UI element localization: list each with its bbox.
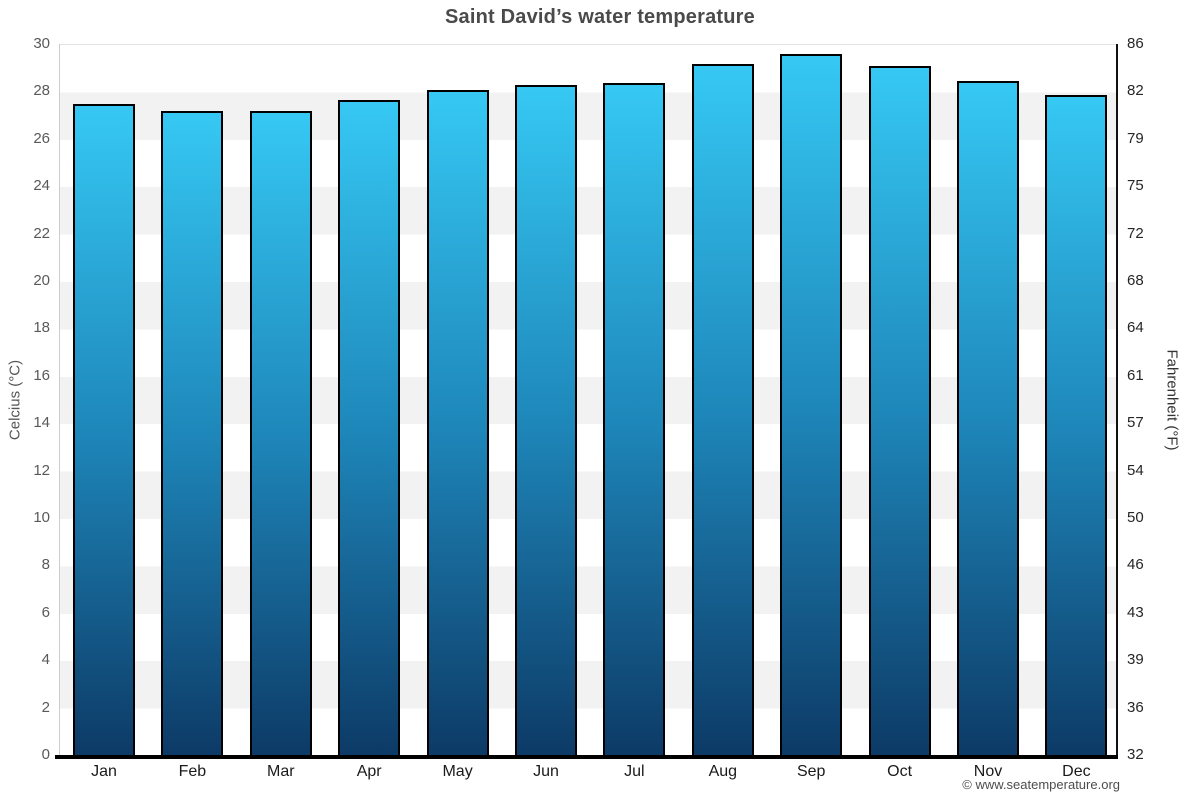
y-tick-fahrenheit-64: 64 [1127, 319, 1144, 337]
y-tick-fahrenheit-54: 54 [1127, 461, 1144, 479]
x-tick-sep: Sep [796, 763, 826, 780]
x-tick-oct: Oct [887, 763, 913, 780]
y-axis-line-fahrenheit [1116, 44, 1118, 755]
copyright-link[interactable]: © www.seatemperature.org [962, 777, 1120, 792]
y-tick-celsius-6: 6 [41, 603, 50, 621]
x-tick-nov: Nov [973, 763, 1003, 780]
temperature-bar-nov [957, 80, 1019, 756]
y-axis-title-celsius: Celcius (°C) [6, 359, 24, 441]
x-tick-apr: Apr [356, 763, 382, 780]
temperature-bar-oct [868, 66, 931, 756]
y-tick-fahrenheit-72: 72 [1127, 224, 1144, 242]
y-axis-line-celsius [59, 44, 60, 755]
temperature-bar-mar [249, 111, 312, 756]
y-tick-celsius-8: 8 [41, 556, 50, 574]
y-tick-fahrenheit-86: 86 [1127, 35, 1144, 52]
y-tick-fahrenheit-68: 68 [1127, 272, 1144, 289]
temperature-bar-sep [780, 54, 843, 756]
temperature-bar-jan [73, 104, 135, 756]
temperature-bar-feb [161, 111, 224, 756]
y-tick-celsius-12: 12 [33, 461, 50, 479]
y-tick-celsius-2: 2 [41, 698, 50, 716]
chart-title: Saint David’s water temperature [444, 6, 755, 28]
y-tick-fahrenheit-50: 50 [1127, 509, 1144, 526]
temperature-bar-may [426, 90, 489, 756]
x-tick-mar: Mar [267, 763, 295, 780]
temperature-bar-jul [603, 82, 666, 756]
plot-area [60, 44, 1116, 756]
y-tick-celsius-14: 14 [33, 414, 50, 432]
y-tick-fahrenheit-36: 36 [1127, 698, 1144, 716]
temperature-bar-aug [691, 63, 754, 756]
y-axis-title-fahrenheit: Fahrenheit (°F) [1163, 349, 1181, 451]
y-tick-fahrenheit-75: 75 [1127, 177, 1144, 195]
y-tick-fahrenheit-82: 82 [1127, 82, 1144, 100]
y-tick-celsius-0: 0 [41, 746, 50, 763]
y-tick-celsius-28: 28 [33, 82, 50, 100]
y-tick-celsius-22: 22 [33, 224, 50, 242]
y-tick-fahrenheit-32: 32 [1127, 746, 1144, 763]
x-tick-dec: Dec [1062, 763, 1091, 780]
x-tick-jun: Jun [533, 763, 559, 780]
y-tick-celsius-16: 16 [33, 366, 50, 384]
x-tick-may: May [442, 763, 473, 780]
y-tick-celsius-18: 18 [33, 319, 50, 337]
temperature-bar-dec [1045, 94, 1108, 756]
y-tick-celsius-4: 4 [41, 651, 50, 669]
y-tick-fahrenheit-43: 43 [1127, 603, 1144, 621]
temperature-bar-apr [338, 99, 401, 756]
y-tick-fahrenheit-61: 61 [1127, 366, 1144, 384]
y-tick-celsius-10: 10 [33, 509, 50, 526]
x-tick-feb: Feb [178, 763, 207, 780]
x-tick-aug: Aug [708, 763, 738, 780]
temperature-bar-jun [515, 85, 577, 756]
y-tick-fahrenheit-46: 46 [1127, 556, 1144, 574]
x-tick-jul: Jul [624, 763, 645, 780]
y-tick-fahrenheit-57: 57 [1127, 414, 1144, 432]
y-tick-celsius-30: 30 [33, 35, 50, 52]
x-tick-jan: Jan [91, 763, 117, 780]
y-tick-celsius-24: 24 [33, 177, 50, 195]
x-axis-line [55, 755, 1118, 759]
y-tick-celsius-26: 26 [33, 129, 50, 147]
y-tick-fahrenheit-79: 79 [1127, 129, 1144, 147]
y-tick-celsius-20: 20 [33, 272, 50, 289]
y-tick-fahrenheit-39: 39 [1127, 651, 1144, 669]
